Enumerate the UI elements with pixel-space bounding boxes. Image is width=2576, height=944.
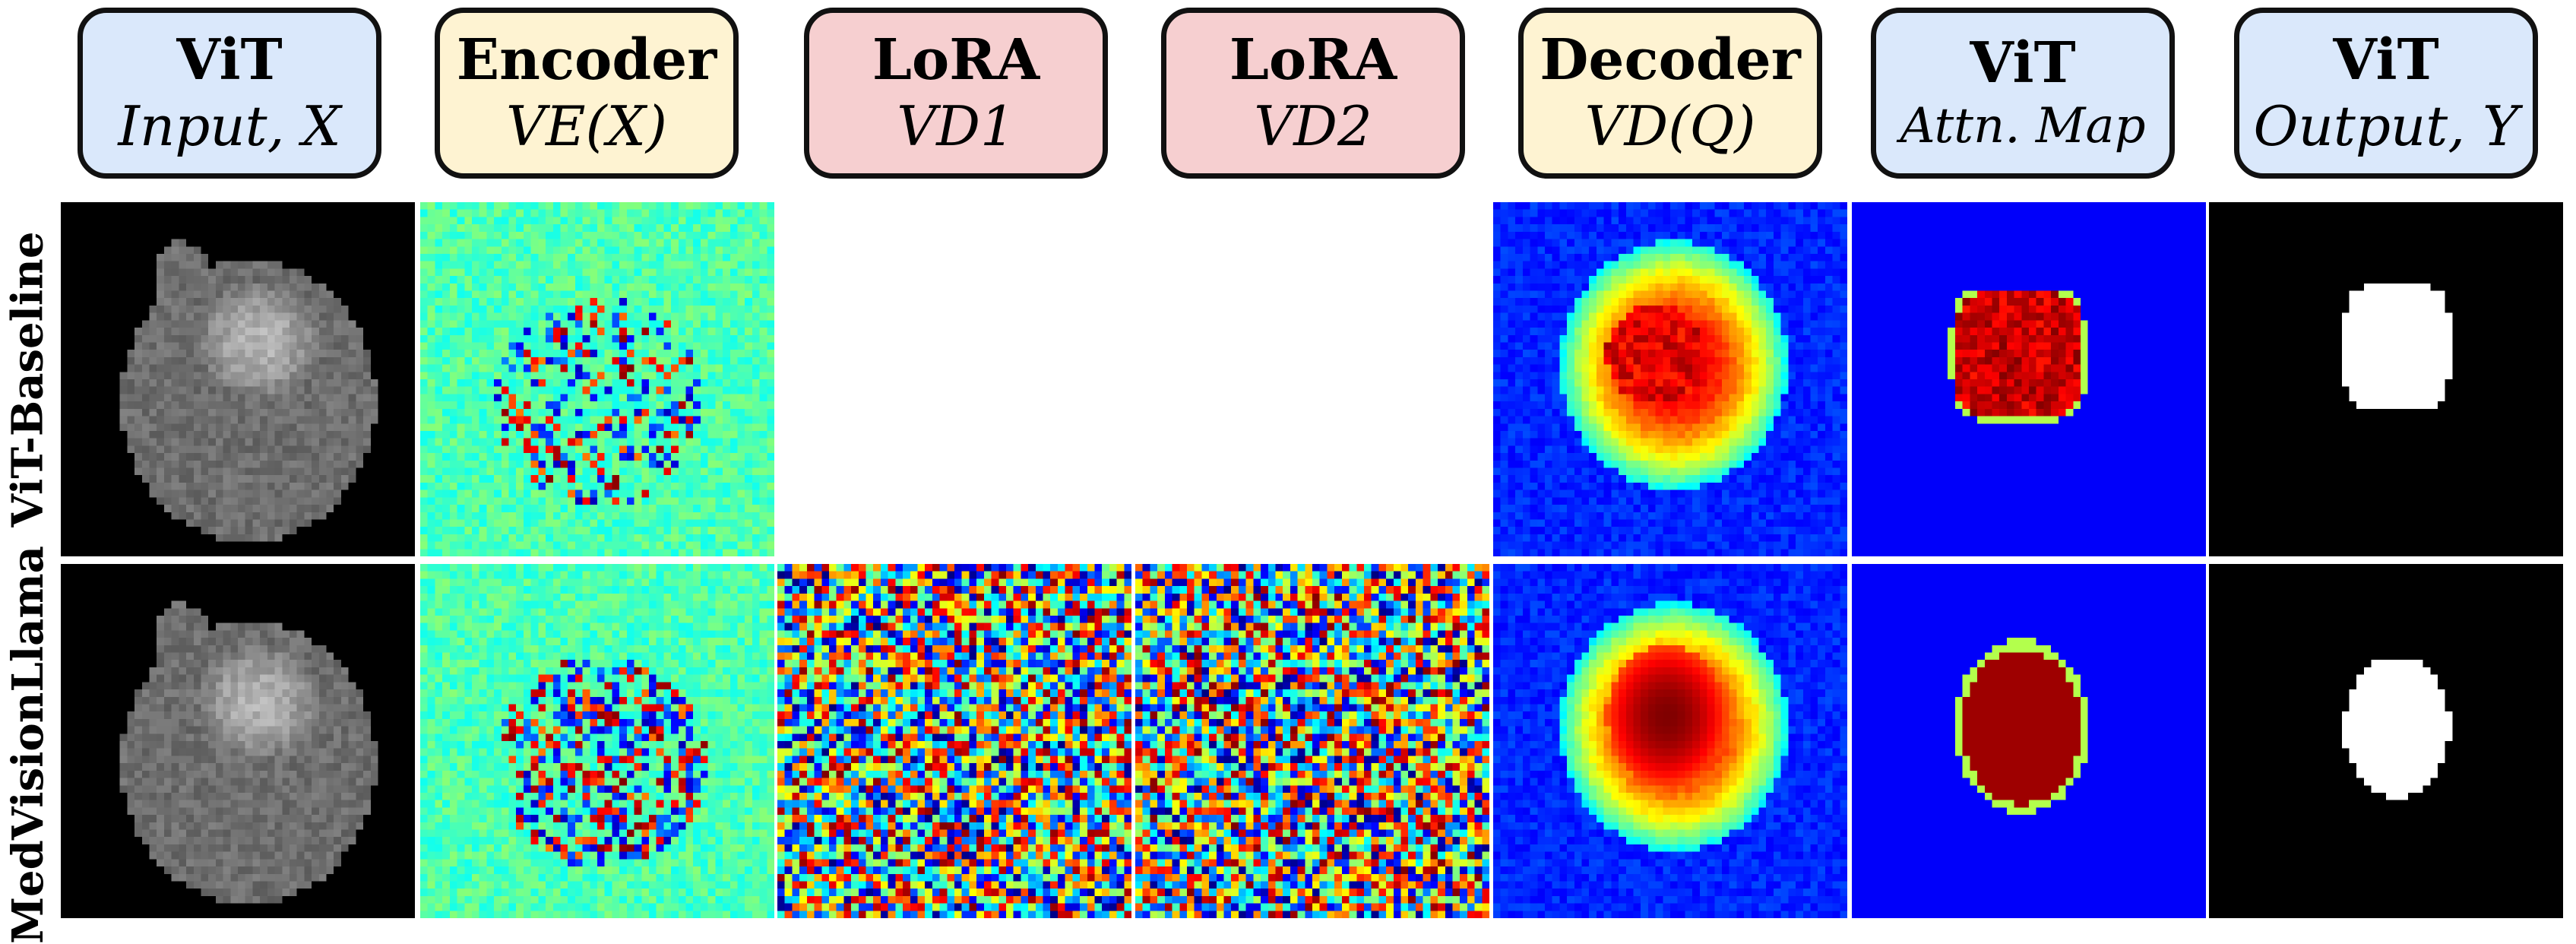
header-lora-2: LoRA VD2 — [1161, 8, 1465, 179]
header-title: LoRA — [1229, 27, 1397, 93]
header-encoder: Encoder VE(X) — [435, 8, 739, 179]
panel-output-medvisionllama — [2209, 564, 2563, 918]
header-subtitle: VD(Q) — [1584, 93, 1756, 158]
header-title: ViT — [1970, 30, 2076, 97]
header-subtitle: Output, Y — [2253, 93, 2519, 158]
panel-attn-map-medvisionllama — [1852, 564, 2206, 918]
header-subtitle: VE(X) — [506, 93, 667, 158]
header-subtitle: Input, X — [118, 93, 341, 158]
header-vit-attn-map: ViT Attn. Map — [1871, 8, 2175, 179]
header-subtitle: VD1 — [897, 93, 1015, 158]
header-lora-1: LoRA VD1 — [804, 8, 1108, 179]
panel-input-baseline — [61, 202, 415, 556]
panel-attn-map-baseline — [1852, 202, 2206, 556]
header-title: ViT — [176, 27, 283, 93]
header-subtitle: Attn. Map — [1900, 97, 2146, 154]
header-decoder: Decoder VD(Q) — [1518, 8, 1822, 179]
header-vit-input: ViT Input, X — [78, 8, 381, 179]
row-label-vit-baseline: ViT-Baseline — [3, 231, 54, 527]
header-subtitle: VD2 — [1254, 93, 1372, 158]
header-title: Decoder — [1540, 27, 1801, 93]
header-vit-output: ViT Output, Y — [2234, 8, 2538, 179]
panel-lora1-medvisionllama — [777, 564, 1131, 918]
panel-output-baseline — [2209, 202, 2563, 556]
header-title: Encoder — [456, 27, 717, 93]
panel-encoder-baseline — [420, 202, 774, 556]
panel-encoder-medvisionllama — [420, 564, 774, 918]
panel-decoder-medvisionllama — [1493, 564, 1847, 918]
panel-lora2-medvisionllama — [1135, 564, 1489, 918]
panel-input-medvisionllama — [61, 564, 415, 918]
panel-decoder-baseline — [1493, 202, 1847, 556]
header-title: ViT — [2333, 27, 2439, 93]
row-label-medvisionllama: MedVisionLlama — [3, 546, 54, 944]
header-title: LoRA — [872, 27, 1040, 93]
